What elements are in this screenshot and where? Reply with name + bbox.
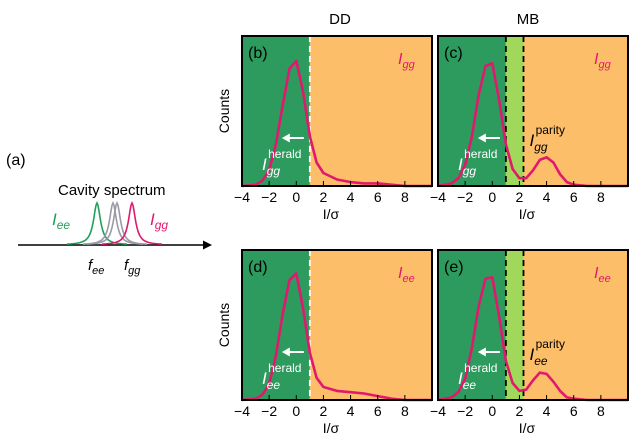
signal-region-label: Igg [594,51,612,71]
signal-region-label: Iee [594,265,611,285]
herald-region [438,250,506,400]
cavity-peak-mid-2 [86,200,148,245]
plot-frame [437,35,629,187]
plot-frame [437,249,629,401]
x-axis-label: I/σ [323,420,340,436]
herald-region [438,36,506,186]
x-tick-label: 6 [570,189,578,205]
herald-label: Iggherald [458,147,497,178]
x-tick-label: 2 [516,403,524,419]
counts-curve [437,62,628,188]
x-tick-label: 4 [347,189,355,205]
herald-arrowhead [477,133,486,143]
herald-label: Ieeherald [458,361,497,392]
x-tick-label: 6 [374,403,382,419]
panel-label-a: (a) [6,152,26,169]
x-tick-label: −2 [457,189,473,205]
x-axis-label: I/σ [323,206,340,222]
x-tick-label: −4 [234,403,250,419]
signal-region [523,36,628,186]
x-tick-label: 6 [374,189,382,205]
x-tick-label: 4 [543,189,551,205]
x-tick-label: 8 [401,189,409,205]
parity-label: Ieeparity [530,337,565,368]
counts-curve [241,272,432,402]
panel-letter: (e) [444,259,464,276]
signal-region-label: Igg [398,51,416,71]
plot-frame [241,35,433,187]
x-axis-label: I/σ [519,206,536,222]
x-tick-label: −4 [430,189,446,205]
herald-label: Ieeherald [262,361,301,392]
column-title-mb: MB [517,11,540,28]
signal-region [309,36,432,186]
x-tick-label: 6 [570,403,578,419]
panel-c: −4 −2 0 2 4 6 8 I/σ (c) Igg Iggherald Iggparity [430,35,629,222]
column-title-dd: DD [329,11,351,28]
panel-d: −4 −2 0 2 4 6 8 I/σ Counts (d) Iee Ieeherald [216,249,433,436]
herald-label: Iggherald [262,147,301,178]
x-tick-label: 2 [320,403,328,419]
x-tick-label: 0 [292,189,300,205]
parity-region [505,250,524,400]
parity-region [505,36,524,186]
y-axis-label: Counts [216,303,232,347]
cavity-label-f-gg: fgg [124,257,141,277]
herald-arrowhead [477,347,486,357]
x-tick-label: 0 [488,403,496,419]
cavity-label-i-ee: Iee [52,210,70,232]
x-tick-label: 4 [543,403,551,419]
cavity-peak-gg [101,200,163,245]
herald-arrowhead [281,133,290,143]
signal-region [309,250,432,400]
x-axis-label: I/σ [519,420,536,436]
herald-arrowhead [281,347,290,357]
counts-curve [437,276,628,402]
panel-e: −4 −2 0 2 4 6 8 I/σ (e) Iee Ieeherald Ieeparity [430,249,629,436]
x-tick-label: −4 [234,189,250,205]
panel-b: −4 −2 0 2 4 6 8 I/σ Counts (b) Igg Iggherald [216,35,433,222]
x-tick-label: 8 [597,403,605,419]
cavity-spectrum-title: Cavity spectrum [58,182,166,199]
panel-letter: (c) [444,45,463,62]
x-tick-label: 2 [516,189,524,205]
frequency-axis-arrowhead [203,240,212,250]
x-tick-label: −4 [430,403,446,419]
signal-region-label: Iee [398,265,415,285]
panel-letter: (b) [248,45,268,62]
x-tick-label: 2 [320,189,328,205]
x-tick-label: 4 [347,403,355,419]
y-axis-label: Counts [216,89,232,133]
cavity-label-i-gg: Igg [150,210,168,232]
x-tick-label: −2 [261,403,277,419]
x-tick-label: 8 [401,403,409,419]
x-tick-label: 0 [292,403,300,419]
counts-curve [241,59,432,188]
panel-letter: (d) [248,259,268,276]
x-tick-label: 8 [597,189,605,205]
x-tick-label: 0 [488,189,496,205]
cavity-spectrum-panel: (a) Cavity spectrum Iee Igg fee fgg [6,152,212,277]
signal-region [523,250,628,400]
herald-region [242,250,310,400]
cavity-label-f-ee: fee [88,257,104,277]
x-tick-label: −2 [457,403,473,419]
plot-frame [241,249,433,401]
x-tick-label: −2 [261,189,277,205]
cavity-peak-ee [66,200,128,245]
herald-region [242,36,310,186]
parity-label: Iggparity [530,123,565,154]
